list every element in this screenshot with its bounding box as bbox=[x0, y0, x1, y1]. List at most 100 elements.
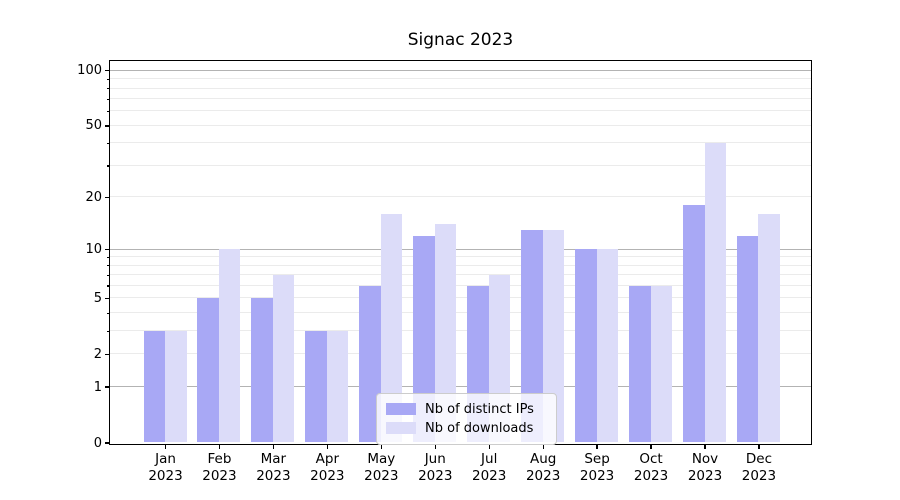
ytick-label-1: 1 bbox=[93, 379, 102, 395]
gridline-minor-7 bbox=[110, 274, 811, 276]
bar-downloads-aug-2023 bbox=[542, 229, 565, 443]
xtick-label-mar-2023: Mar 2023 bbox=[256, 451, 291, 484]
gridline-minor-70 bbox=[110, 98, 811, 100]
bar-distinct-ips-jan-2023 bbox=[143, 330, 165, 443]
xtick-label-nov-2023: Nov 2023 bbox=[687, 451, 723, 484]
xtick-label-sep-2023: Sep 2023 bbox=[579, 451, 615, 484]
bar-distinct-ips-mar-2023 bbox=[251, 297, 273, 443]
bar-distinct-ips-oct-2023 bbox=[629, 285, 651, 443]
xtick-mark-jan-2023 bbox=[164, 444, 167, 449]
legend-item-distinct-ips: Nb of distinct IPs bbox=[386, 400, 547, 419]
xtick-label-dec-2023: Dec 2023 bbox=[741, 451, 777, 484]
xtick-label-jan-2023: Jan 2023 bbox=[148, 451, 183, 484]
ytick-mark-100 bbox=[104, 70, 109, 72]
gridline-minor-2 bbox=[110, 353, 811, 355]
gridline-minor-40 bbox=[110, 142, 811, 144]
ytick-minor-mark-70 bbox=[106, 98, 109, 100]
bar-downloads-feb-2023 bbox=[218, 249, 241, 443]
ytick-minor-mark-3 bbox=[106, 330, 109, 332]
xtick-mark-jun-2023 bbox=[434, 444, 436, 449]
ytick-mark-10 bbox=[104, 248, 109, 251]
bar-downloads-jan-2023 bbox=[165, 330, 187, 443]
xtick-label-jun-2023: Jun 2023 bbox=[418, 451, 453, 484]
ytick-minor-mark-9 bbox=[106, 256, 109, 258]
gridline-major-100 bbox=[110, 69, 811, 71]
ytick-minor-mark-40 bbox=[106, 142, 109, 145]
bar-downloads-dec-2023 bbox=[758, 213, 780, 443]
gridline-major-10 bbox=[110, 248, 811, 250]
bar-downloads-mar-2023 bbox=[272, 274, 295, 443]
xtick-mark-jul-2023 bbox=[488, 444, 490, 449]
gridline-minor-80 bbox=[110, 87, 811, 89]
ytick-minor-mark-4 bbox=[106, 312, 109, 314]
xtick-mark-feb-2023 bbox=[218, 444, 221, 449]
xtick-label-feb-2023: Feb 2023 bbox=[202, 451, 237, 484]
bar-downloads-sep-2023 bbox=[596, 249, 619, 443]
gridline-major-1 bbox=[110, 386, 811, 388]
bar-downloads-jun-2023 bbox=[434, 224, 457, 443]
bar-downloads-may-2023 bbox=[380, 213, 403, 443]
ytick-minor-mark-30 bbox=[106, 165, 109, 167]
ytick-minor-mark-90 bbox=[106, 78, 109, 80]
gridline-minor-90 bbox=[110, 78, 811, 80]
legend: Nb of distinct IPs Nb of downloads bbox=[376, 392, 557, 445]
xtick-label-jul-2023: Jul 2023 bbox=[472, 451, 507, 484]
ytick-label-20: 20 bbox=[85, 189, 102, 205]
gridline-minor-50 bbox=[110, 124, 811, 126]
legend-swatch-distinct-ips bbox=[386, 403, 416, 415]
bar-downloads-apr-2023 bbox=[326, 330, 349, 443]
xtick-mark-dec-2023 bbox=[758, 444, 760, 449]
chart-title: Signac 2023 bbox=[407, 30, 514, 50]
xtick-mark-sep-2023 bbox=[596, 444, 598, 449]
ytick-label-0: 0 bbox=[93, 435, 102, 451]
ytick-mark-50 bbox=[104, 125, 109, 127]
legend-label-distinct-ips: Nb of distinct IPs bbox=[425, 401, 534, 417]
ytick-mark-2 bbox=[104, 353, 109, 356]
gridline-minor-20 bbox=[110, 196, 811, 198]
legend-label-downloads: Nb of downloads bbox=[425, 420, 534, 436]
gridline-minor-5 bbox=[110, 297, 811, 299]
bar-distinct-ips-sep-2023 bbox=[575, 249, 597, 443]
bar-distinct-ips-jun-2023 bbox=[413, 235, 435, 443]
gridline-minor-3 bbox=[110, 330, 811, 332]
xtick-label-apr-2023: Apr 2023 bbox=[310, 451, 345, 484]
legend-swatch-downloads bbox=[386, 422, 416, 434]
legend-item-downloads: Nb of downloads bbox=[386, 419, 547, 438]
bar-distinct-ips-apr-2023 bbox=[305, 330, 327, 443]
xtick-label-oct-2023: Oct 2023 bbox=[633, 451, 669, 484]
plot-area: Nb of distinct IPs Nb of downloads bbox=[109, 59, 812, 445]
gridline-minor-30 bbox=[110, 165, 811, 167]
xtick-mark-mar-2023 bbox=[272, 444, 275, 449]
gridline-minor-4 bbox=[110, 312, 811, 314]
xtick-mark-nov-2023 bbox=[704, 444, 706, 449]
ytick-label-10: 10 bbox=[85, 242, 102, 258]
gridline-minor-8 bbox=[110, 264, 811, 266]
ytick-minor-mark-6 bbox=[106, 285, 109, 287]
ytick-label-100: 100 bbox=[77, 63, 102, 79]
ytick-mark-5 bbox=[104, 297, 109, 300]
ytick-mark-1 bbox=[104, 386, 109, 388]
bar-distinct-ips-aug-2023 bbox=[521, 229, 543, 443]
ytick-label-50: 50 bbox=[85, 118, 102, 134]
ytick-label-5: 5 bbox=[93, 290, 102, 306]
gridline-minor-6 bbox=[110, 285, 811, 287]
ytick-minor-mark-8 bbox=[106, 265, 109, 267]
gridline-minor-60 bbox=[110, 110, 811, 112]
xtick-label-may-2023: May 2023 bbox=[364, 451, 399, 484]
bar-downloads-nov-2023 bbox=[704, 142, 726, 443]
ytick-mark-20 bbox=[104, 196, 109, 199]
xtick-mark-oct-2023 bbox=[650, 444, 652, 449]
xtick-mark-apr-2023 bbox=[326, 444, 328, 449]
ytick-minor-mark-60 bbox=[106, 110, 109, 113]
ytick-label-2: 2 bbox=[93, 346, 102, 362]
bar-downloads-oct-2023 bbox=[650, 285, 673, 443]
ytick-minor-mark-7 bbox=[106, 274, 109, 276]
gridline-minor-9 bbox=[110, 256, 811, 258]
ytick-mark-0 bbox=[104, 442, 109, 444]
xtick-mark-may-2023 bbox=[380, 444, 382, 449]
xtick-label-aug-2023: Aug 2023 bbox=[525, 451, 561, 484]
bar-distinct-ips-may-2023 bbox=[359, 285, 381, 443]
bar-distinct-ips-nov-2023 bbox=[683, 205, 705, 443]
ytick-minor-mark-80 bbox=[106, 87, 109, 90]
